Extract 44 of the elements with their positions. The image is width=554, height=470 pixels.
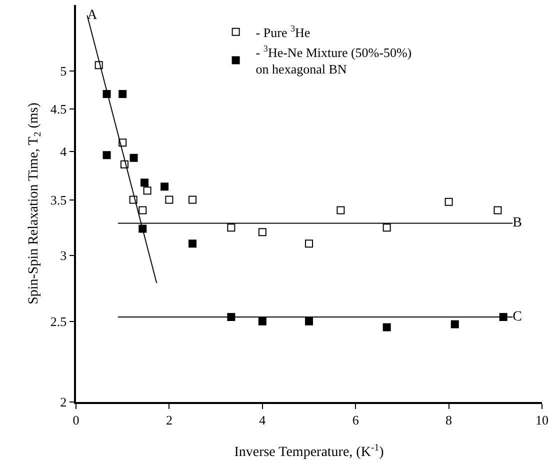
- point: [130, 154, 138, 162]
- point: [258, 228, 266, 236]
- x-tick-label: 6: [352, 412, 360, 428]
- point: [227, 224, 236, 232]
- point: [188, 196, 196, 204]
- y-tick-label: 3: [60, 248, 67, 264]
- point: [94, 61, 103, 70]
- legend-label: - Pure $^{3}$He: [256, 23, 310, 40]
- point: [118, 90, 127, 98]
- point: [258, 317, 266, 326]
- point: [305, 240, 313, 248]
- x-tick-label: 10: [536, 412, 548, 428]
- point: [336, 206, 345, 214]
- x-tick-label: 8: [446, 412, 452, 428]
- y-tick-label: 4.5: [50, 102, 67, 117]
- point: [165, 196, 174, 204]
- point: [444, 198, 453, 206]
- y-tick-label: 2: [60, 394, 67, 410]
- series-label: B: [512, 216, 522, 231]
- point: [129, 196, 138, 204]
- point: [450, 320, 459, 328]
- point: [305, 317, 313, 326]
- y-tick-label: 2.5: [50, 314, 67, 329]
- y-tick-label: 4: [60, 144, 68, 160]
- x-tick-label: 2: [166, 412, 172, 428]
- point: [188, 240, 196, 248]
- legend-label: - $^{3}$He-Ne Mixture (50%-50%) on hexagonal BN: [256, 43, 412, 77]
- x-tick-label: 4: [259, 412, 266, 428]
- point: [382, 323, 391, 332]
- point: [120, 160, 128, 168]
- point: [494, 206, 502, 214]
- point: [382, 224, 391, 232]
- y-tick-label: 5: [60, 63, 67, 78]
- point: [143, 186, 152, 195]
- series-label: C: [512, 310, 522, 325]
- y-tick-label: 3.5: [50, 192, 67, 208]
- x-axis-title: Inverse Temperature, (K$^{-1}$): [234, 442, 384, 460]
- series-label: A: [87, 8, 98, 23]
- x-tick-label: 0: [72, 412, 80, 428]
- point: [160, 182, 169, 191]
- point: [140, 178, 148, 187]
- point: [102, 151, 111, 160]
- point: [138, 206, 147, 214]
- point: [118, 138, 127, 147]
